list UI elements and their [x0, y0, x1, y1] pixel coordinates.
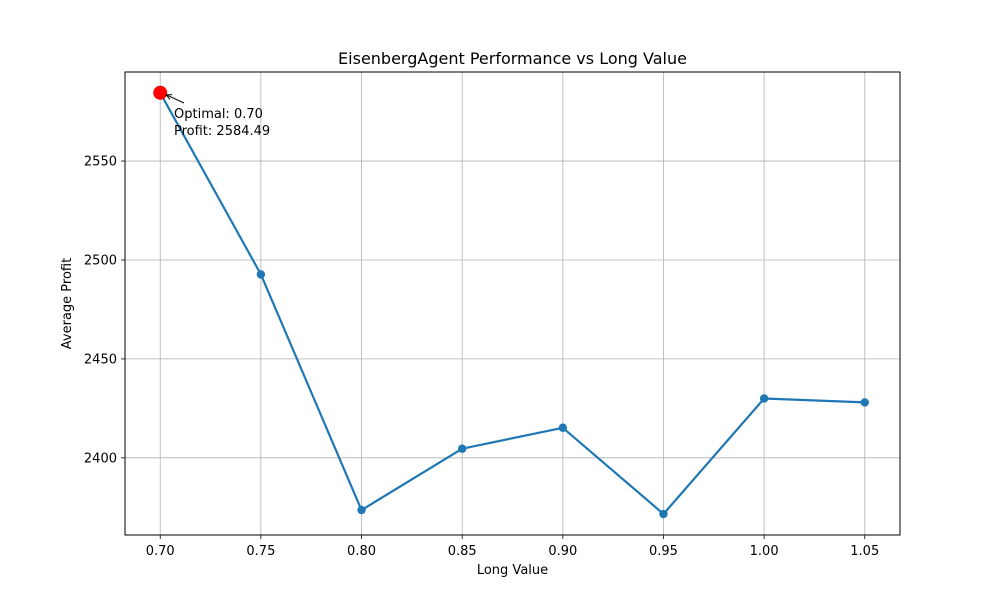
series-line	[159, 92, 865, 516]
x-tick-label: 1.00	[750, 544, 779, 559]
annotation-arrow	[166, 94, 185, 104]
y-tick-label: 2550	[84, 155, 117, 170]
data-point	[759, 394, 769, 403]
data-point	[659, 509, 668, 519]
y-axis-ticks: 2400 2450 2500 2550	[84, 155, 125, 466]
annotation-optimal-text: Optimal: 0.70	[174, 107, 263, 122]
y-tick-label: 2400	[84, 451, 117, 466]
data-point	[860, 398, 869, 407]
x-tick-label: 0.85	[448, 544, 477, 559]
data-point	[357, 505, 366, 515]
data-point	[558, 423, 568, 432]
x-tick-label: 0.80	[347, 544, 376, 559]
x-tick-label: 0.95	[649, 544, 678, 559]
optimal-annotation: Optimal: 0.70 Profit: 2584.49	[165, 94, 270, 139]
annotation-profit-text: Profit: 2584.49	[174, 124, 270, 139]
series-layer	[153, 85, 869, 519]
annotation-arrowhead	[165, 94, 173, 100]
optimal-point-marker	[153, 85, 168, 100]
grid	[125, 72, 900, 535]
data-point	[256, 270, 266, 279]
x-tick-label: 0.90	[548, 544, 577, 559]
x-axis-label: Long Value	[477, 563, 548, 578]
y-tick-label: 2450	[84, 352, 117, 367]
y-axis-label: Average Profit	[60, 258, 75, 349]
x-tick-label: 1.05	[850, 544, 879, 559]
y-tick-label: 2500	[84, 253, 117, 268]
x-axis-ticks: 0.70 0.75 0.80 0.85 0.90 0.95 1.00 1.05	[146, 535, 879, 559]
x-tick-label: 0.75	[246, 544, 275, 559]
plot-frame	[124, 71, 901, 536]
x-tick-label: 0.70	[146, 544, 175, 559]
data-point	[457, 444, 467, 453]
chart-title: EisenbergAgent Performance vs Long Value	[338, 49, 687, 68]
